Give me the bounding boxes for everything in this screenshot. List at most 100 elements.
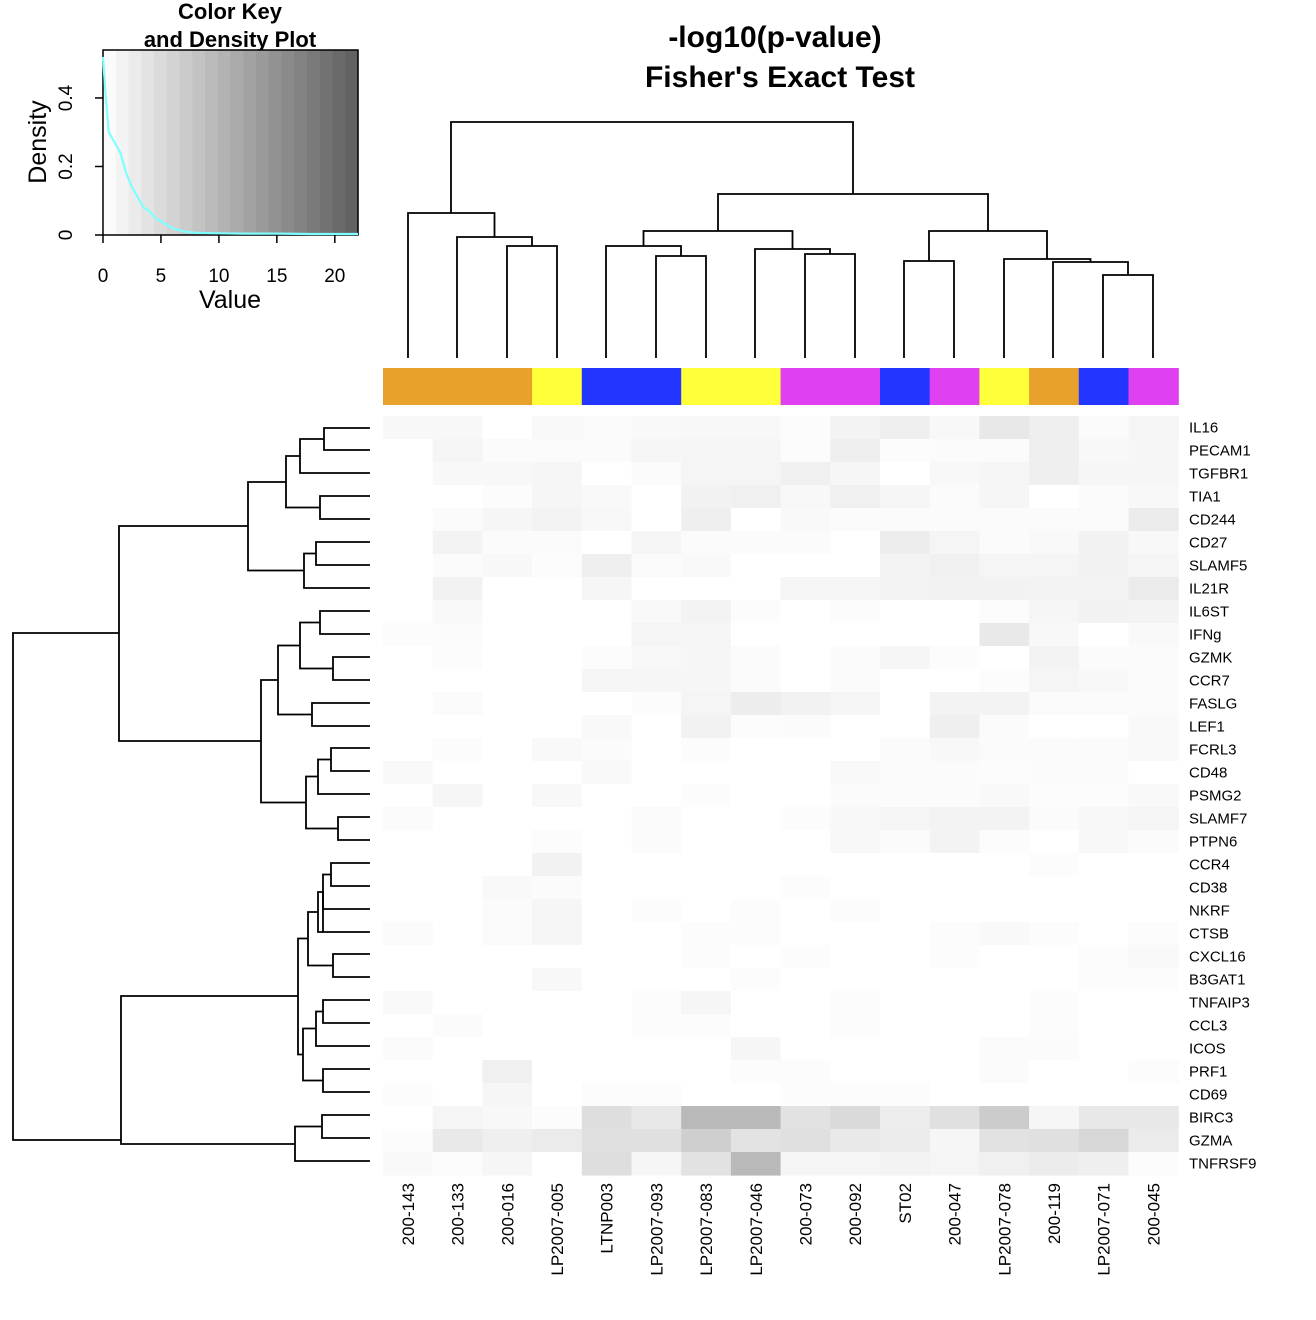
heat-cell-LEF1-LP2007-093 xyxy=(631,715,682,739)
heat-cell-FCRL3-200-016 xyxy=(482,738,533,762)
heat-cell-CD48-LP2007-083 xyxy=(681,761,732,785)
heat-cell-PECAM1-ST02 xyxy=(880,439,931,463)
heat-cell-TNFRSF9-LP2007-093 xyxy=(631,1152,682,1176)
heat-cell-PRF1-200-119 xyxy=(1029,1060,1080,1084)
heat-cell-IFNg-LP2007-005 xyxy=(532,623,583,647)
heat-cell-FCRL3-LP2007-083 xyxy=(681,738,732,762)
heat-cell-ICOS-LP2007-071 xyxy=(1078,1037,1130,1061)
heat-cell-GZMK-200-073 xyxy=(780,646,831,670)
heat-cell-B3GAT1-LP2007-005 xyxy=(532,968,583,992)
heat-cell-GZMK-LTNP003 xyxy=(581,646,633,670)
heat-cell-IL16-200-016 xyxy=(482,416,533,440)
heat-cell-GZMK-200-016 xyxy=(482,646,533,670)
heat-cell-PRF1-LTNP003 xyxy=(581,1060,633,1084)
group-color-swatch xyxy=(880,368,931,405)
heat-cell-PTPN6-200-143 xyxy=(383,830,434,854)
x-tick-label: 0 xyxy=(98,266,109,287)
heat-cell-GZMA-200-073 xyxy=(780,1129,831,1153)
heat-cell-IFNg-200-092 xyxy=(830,623,881,647)
heat-cell-SLAMF7-LP2007-005 xyxy=(532,807,583,831)
heat-cell-IL16-200-133 xyxy=(432,416,483,440)
heat-cell-PSMG2-200-119 xyxy=(1029,784,1080,808)
heat-cell-ICOS-LP2007-083 xyxy=(681,1037,732,1061)
column-label: 200-092 xyxy=(846,1183,865,1245)
heat-cell-CTSB-200-073 xyxy=(780,922,831,946)
row-label: CXCL16 xyxy=(1189,949,1246,966)
heat-cell-PSMG2-200-092 xyxy=(830,784,881,808)
heat-cell-GZMA-LTNP003 xyxy=(581,1129,633,1153)
heat-cell-IL21R-LP2007-083 xyxy=(681,577,732,601)
heat-cell-CD244-LP2007-071 xyxy=(1078,508,1130,532)
heat-cell-CCL3-200-133 xyxy=(432,1014,483,1038)
heat-cell-CD69-200-047 xyxy=(929,1083,980,1107)
heat-cell-B3GAT1-200-073 xyxy=(780,968,831,992)
heat-cell-CD48-200-133 xyxy=(432,761,483,785)
heat-cell-TNFAIP3-LP2007-005 xyxy=(532,991,583,1015)
heat-cell-TIA1-200-047 xyxy=(929,485,980,509)
heat-cell-GZMA-LP2007-078 xyxy=(979,1129,1030,1153)
heat-cell-CD69-ST02 xyxy=(880,1083,931,1107)
color-key-band xyxy=(256,50,270,235)
heat-cell-CD48-200-143 xyxy=(383,761,434,785)
heat-cell-CD38-LP2007-093 xyxy=(631,876,682,900)
column-label: LP2007-078 xyxy=(995,1183,1014,1276)
heat-cell-TNFRSF9-200-016 xyxy=(482,1152,533,1176)
row-label: PRF1 xyxy=(1189,1064,1227,1081)
group-color-swatch xyxy=(730,368,782,405)
group-color-swatch xyxy=(780,368,831,405)
heat-cell-TNFAIP3-200-016 xyxy=(482,991,533,1015)
heat-cell-PTPN6-LP2007-078 xyxy=(979,830,1030,854)
y-tick-label: 0 xyxy=(56,230,77,241)
heat-cell-CD69-LTNP003 xyxy=(581,1083,633,1107)
heat-cell-LEF1-LP2007-078 xyxy=(979,715,1030,739)
heat-cell-FCRL3-200-092 xyxy=(830,738,881,762)
heat-cell-GZMA-200-119 xyxy=(1029,1129,1080,1153)
heat-cell-IL16-LP2007-078 xyxy=(979,416,1030,440)
heat-cell-LEF1-200-092 xyxy=(830,715,881,739)
heat-cell-CCL3-LP2007-078 xyxy=(979,1014,1030,1038)
heat-cell-FASLG-200-133 xyxy=(432,692,483,716)
heat-cell-CD38-LP2007-071 xyxy=(1078,876,1130,900)
heat-cell-CTSB-200-016 xyxy=(482,922,533,946)
heat-cell-CD48-200-047 xyxy=(929,761,980,785)
heat-cell-IL21R-200-073 xyxy=(780,577,831,601)
row-label: GZMA xyxy=(1189,1133,1232,1150)
column-label: 200-047 xyxy=(946,1183,965,1245)
heat-cell-CXCL16-LP2007-083 xyxy=(681,945,732,969)
heat-cell-IFNg-200-143 xyxy=(383,623,434,647)
group-color-swatch xyxy=(830,368,881,405)
heat-cell-IFNg-LP2007-093 xyxy=(631,623,682,647)
heat-cell-SLAMF7-200-119 xyxy=(1029,807,1080,831)
heat-cell-IL21R-200-047 xyxy=(929,577,980,601)
heat-cell-TGFBR1-LP2007-093 xyxy=(631,462,682,486)
heat-cell-GZMA-200-133 xyxy=(432,1129,483,1153)
heat-cell-NKRF-LP2007-078 xyxy=(979,899,1030,923)
heat-cell-SLAMF7-200-045 xyxy=(1128,807,1179,831)
heat-cell-GZMK-200-133 xyxy=(432,646,483,670)
heat-cell-TNFAIP3-200-073 xyxy=(780,991,831,1015)
heat-cell-BIRC3-LP2007-083 xyxy=(681,1106,732,1130)
heat-cell-IFNg-LTNP003 xyxy=(581,623,633,647)
heat-cell-CD48-200-045 xyxy=(1128,761,1179,785)
heat-cell-FASLG-ST02 xyxy=(880,692,931,716)
heat-cell-CXCL16-200-016 xyxy=(482,945,533,969)
heat-cell-GZMK-LP2007-083 xyxy=(681,646,732,670)
heat-cell-PTPN6-LTNP003 xyxy=(581,830,633,854)
heat-cell-CCL3-LP2007-046 xyxy=(730,1014,782,1038)
row-label: SLAMF7 xyxy=(1189,811,1247,828)
heat-cell-SLAMF5-200-143 xyxy=(383,554,434,578)
heat-cell-CCL3-LP2007-071 xyxy=(1078,1014,1130,1038)
color-key-frame xyxy=(102,49,359,236)
heat-cell-SLAMF5-200-045 xyxy=(1128,554,1179,578)
heat-cell-CD27-200-133 xyxy=(432,531,483,555)
heat-cell-NKRF-200-045 xyxy=(1128,899,1179,923)
color-key-band xyxy=(128,50,142,235)
heat-cell-ICOS-200-133 xyxy=(432,1037,483,1061)
heat-cell-PRF1-200-045 xyxy=(1128,1060,1179,1084)
heat-cell-SLAMF7-200-073 xyxy=(780,807,831,831)
heat-cell-TNFAIP3-200-047 xyxy=(929,991,980,1015)
heat-cell-TNFAIP3-LP2007-083 xyxy=(681,991,732,1015)
heat-cell-CCR4-200-143 xyxy=(383,853,434,877)
heat-cell-NKRF-200-047 xyxy=(929,899,980,923)
heat-cell-FCRL3-LP2007-093 xyxy=(631,738,682,762)
